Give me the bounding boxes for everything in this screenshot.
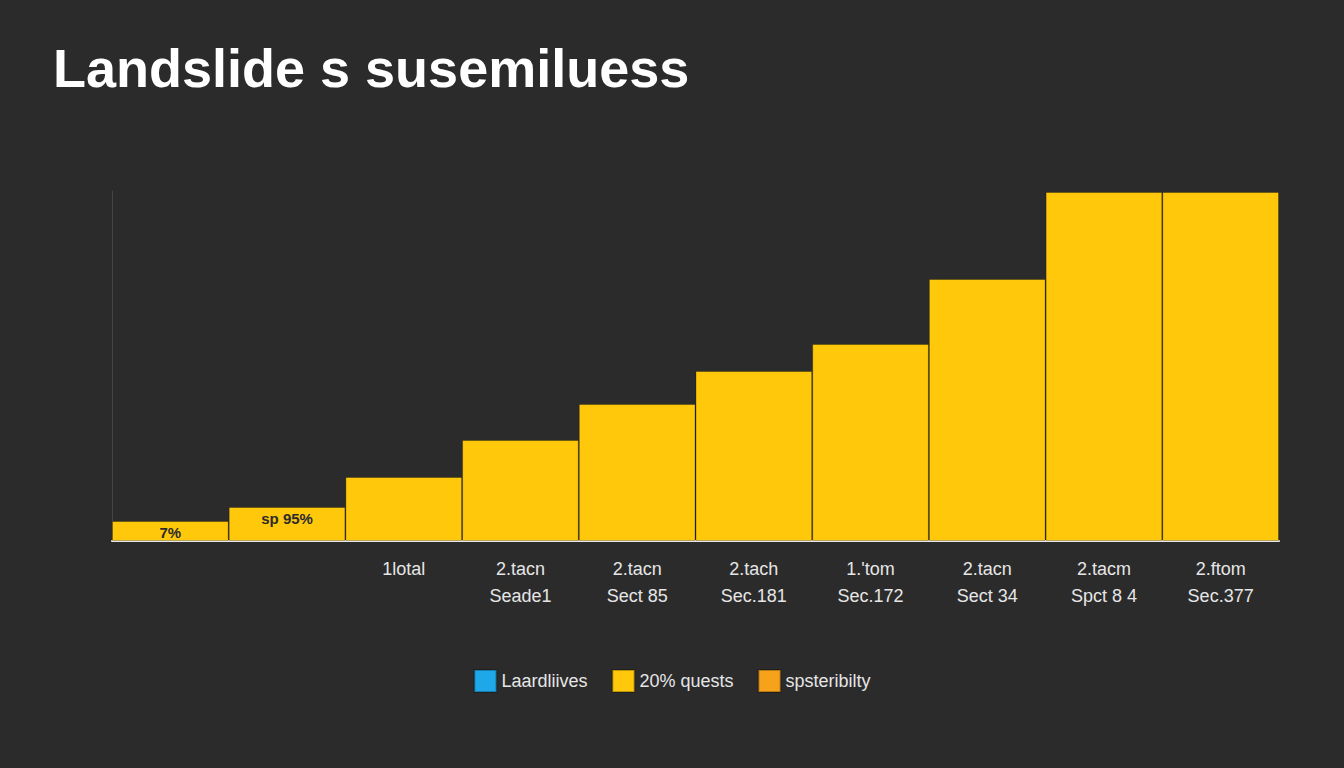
svg-text:7%: 7% [160,524,182,541]
svg-text:Sec.377: Sec.377 [1188,586,1254,606]
svg-text:Spct 8 4: Spct 8 4 [1071,586,1137,606]
svg-text:2.ftom: 2.ftom [1196,559,1246,579]
svg-text:Laardliives: Laardliives [501,671,587,691]
svg-text:2.tacm: 2.tacm [1077,559,1131,579]
svg-text:20% quests: 20% quests [639,671,733,691]
svg-text:Sect 34: Sect 34 [957,586,1018,606]
svg-text:Landslide s susemiluess: Landslide s susemiluess [53,38,689,98]
svg-text:2.tacn: 2.tacn [496,559,545,579]
svg-text:Seade1: Seade1 [489,586,551,606]
svg-text:sp 95%: sp 95% [261,510,313,527]
svg-text:1.'tom: 1.'tom [846,559,894,579]
svg-text:2.tach: 2.tach [729,559,778,579]
svg-text:Sect 85: Sect 85 [607,586,668,606]
svg-text:2.tacn: 2.tacn [613,559,662,579]
svg-text:spsteribilty: spsteribilty [786,671,871,691]
svg-text:Sec.181: Sec.181 [721,586,787,606]
svg-text:1lotal: 1lotal [382,559,425,579]
svg-text:2.tacn: 2.tacn [963,559,1012,579]
svg-text:Sec.172: Sec.172 [838,586,904,606]
